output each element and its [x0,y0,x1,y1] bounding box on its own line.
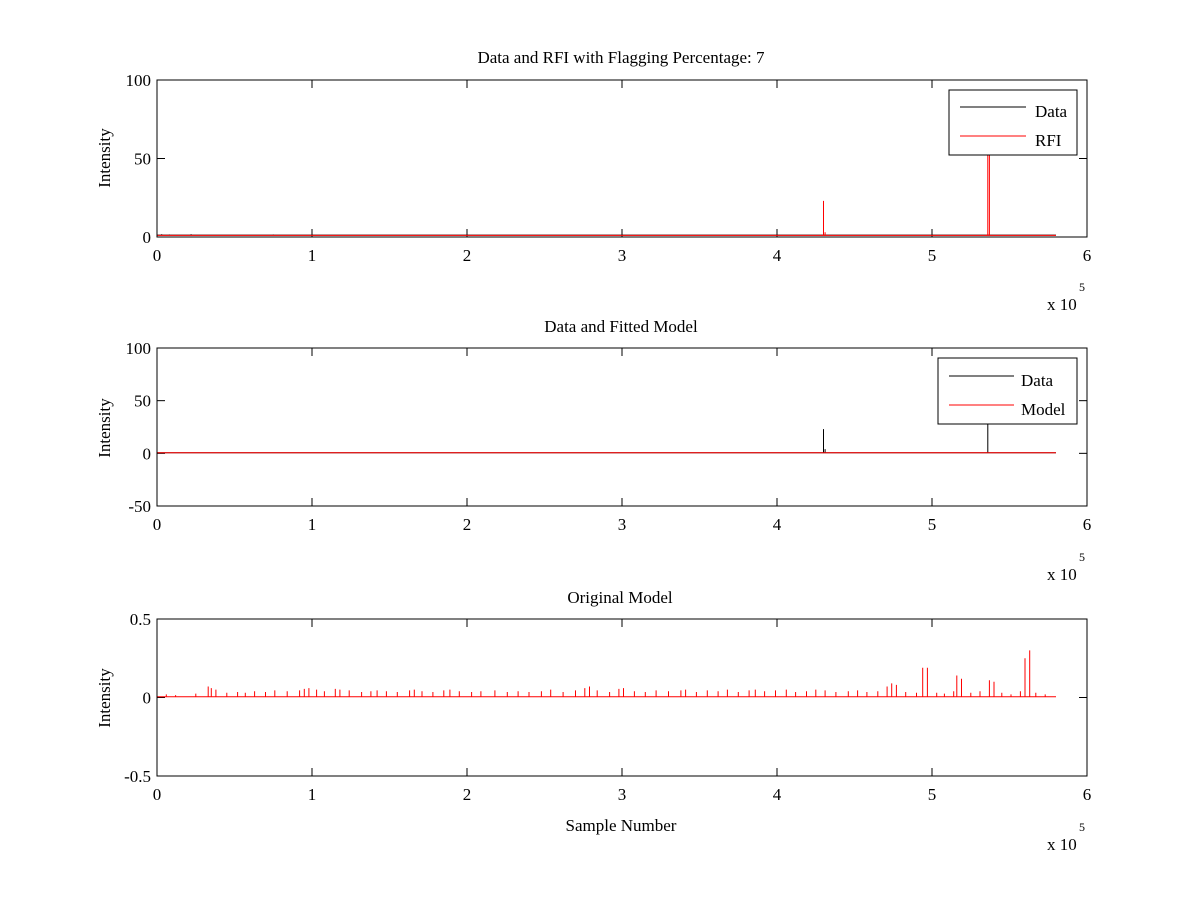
x-exponent-power: 5 [1079,550,1085,564]
x-tick-label: 1 [308,246,317,265]
x-tick-label: 3 [618,246,627,265]
y-tick-label: 0 [143,689,152,708]
x-exponent-label: x 10 [1047,835,1077,854]
y-tick-label: 0.5 [130,610,151,629]
y-axis-label: Intensity [95,398,114,458]
x-tick-label: 1 [308,785,317,804]
x-tick-label: 4 [773,785,782,804]
x-tick-label: 2 [463,246,472,265]
y-axis-label: Intensity [95,668,114,728]
x-tick-label: 6 [1083,246,1092,265]
y-axis-label: Intensity [95,128,114,188]
x-exponent-label: x 10 [1047,565,1077,584]
axes-frame [156,618,1088,777]
y-tick-label: -50 [128,497,151,516]
panel-data-and-rfi: Data and RFI with Flagging Percentage: 7… [95,48,1091,314]
x-tick-label: 5 [928,246,937,265]
plot-area [157,423,1056,454]
legend-box [937,357,1078,425]
x-tick-label: 1 [308,515,317,534]
x-tick-label: 6 [1083,515,1092,534]
x-exponent-label: x 10 [1047,295,1077,314]
legend-label-data: Data [1035,102,1068,121]
x-tick-label: 4 [773,246,782,265]
x-tick-label: 3 [618,785,627,804]
x-tick-label: 0 [153,785,162,804]
legend-label-rfi: RFI [1035,131,1062,150]
x-tick-label: 4 [773,515,782,534]
y-tick-label: 0 [143,444,152,463]
x-exponent-power: 5 [1079,280,1085,294]
chart-title: Data and Fitted Model [544,317,698,336]
y-tick-label: 100 [126,71,152,90]
series-line-rfi [157,152,1056,236]
x-tick-label: 0 [153,246,162,265]
legend-label-model: Model [1021,400,1066,419]
x-tick-label: 0 [153,515,162,534]
panel-data-and-fitted-model: Data and Fitted Model Intensity 0 1 2 3 4 5 6 -… [95,317,1091,584]
y-tick-label: -0.5 [124,767,151,786]
x-tick-label: 5 [928,515,937,534]
x-axis-label: Sample Number [566,816,677,835]
plot-area [157,650,1056,698]
legend-box [948,89,1078,156]
series-line-model [157,650,1056,698]
x-tick-label: 2 [463,515,472,534]
chart-title: Data and RFI with Flagging Percentage: 7 [477,48,765,67]
axes-frame [156,79,1088,238]
y-tick-label: 50 [134,392,151,411]
panel-original-model: Original Model Intensity 0 1 2 3 4 5 6-0.500.5… [95,588,1091,854]
legend-label-data: Data [1021,371,1054,390]
y-tick-label: 50 [134,150,151,169]
x-exponent-power: 5 [1079,820,1085,834]
x-tick-label: 2 [463,785,472,804]
plot-area [157,152,1056,236]
y-tick-label: 100 [126,339,152,358]
legend: Data RFI [948,89,1078,156]
x-tick-label: 3 [618,515,627,534]
y-tick-label: 0 [143,228,152,247]
x-tick-label: 5 [928,785,937,804]
legend: Data Model [937,357,1078,425]
chart-title: Original Model [567,588,673,607]
axes-frame [156,347,1088,507]
x-tick-label: 6 [1083,785,1092,804]
